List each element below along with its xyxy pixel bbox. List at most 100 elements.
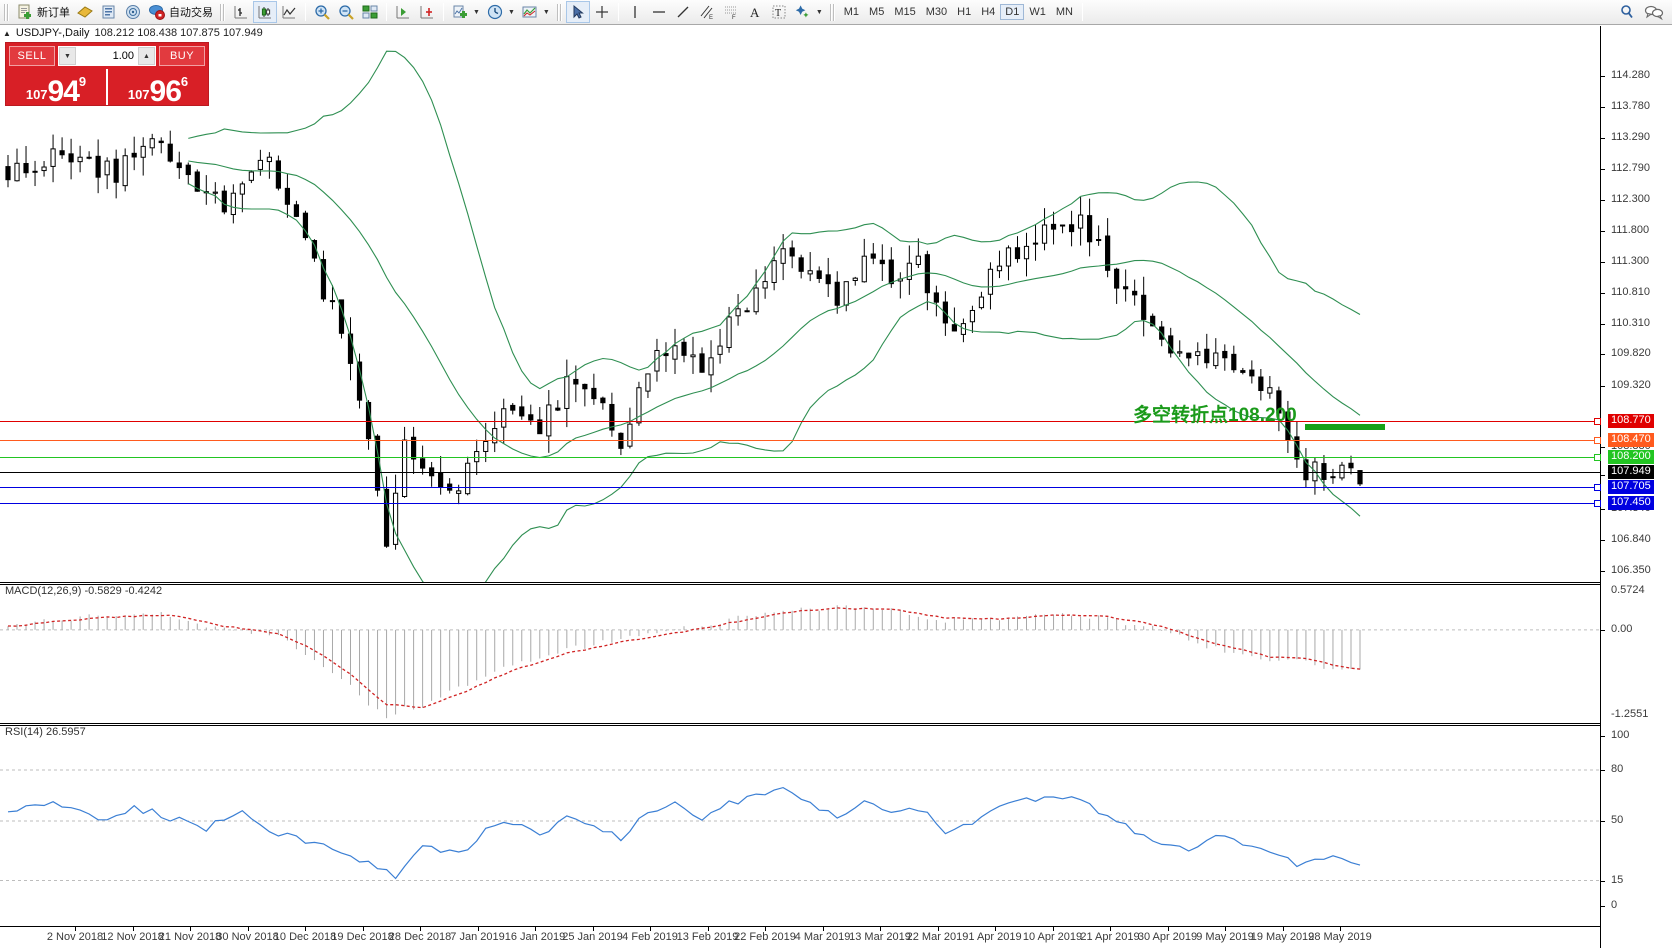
line-chart-button[interactable] — [277, 1, 301, 23]
cursor-tool-button[interactable] — [565, 1, 590, 23]
tab-timeframe-m30[interactable]: M30 — [925, 6, 948, 18]
macd-pane[interactable] — [0, 585, 1600, 723]
volume-decrement-button[interactable]: ▼ — [59, 47, 76, 65]
volume-value[interactable]: 1.00 — [76, 47, 138, 65]
price-chart-pane[interactable] — [0, 27, 1600, 582]
volume-increment-button[interactable]: ▲ — [138, 47, 155, 65]
buy-button[interactable]: BUY — [159, 46, 205, 66]
price-level-handle[interactable] — [1594, 484, 1601, 492]
price-level-handle[interactable] — [1594, 500, 1601, 508]
autotrading-button[interactable]: 自动交易 — [145, 1, 216, 23]
chevron-down-icon[interactable]: ▼ — [815, 8, 823, 16]
date-axis-label: 2 Nov 2018 — [46, 931, 104, 943]
price-level-badge-support[interactable]: 107.450 — [1608, 496, 1654, 511]
zoom-out-button[interactable] — [334, 1, 358, 23]
tab-timeframe-m5[interactable]: M5 — [869, 6, 885, 18]
date-axis-label: 22 Feb 2019 — [734, 931, 796, 943]
price-axis-tick-label: 110.310 — [1611, 316, 1650, 329]
price-axis-tick-label: 112.790 — [1611, 162, 1650, 174]
price-level-line-last-price[interactable] — [0, 472, 1600, 474]
tab-timeframe-m15[interactable]: M15 — [894, 6, 916, 18]
navigator-button[interactable] — [121, 1, 145, 23]
date-axis-tick — [1167, 927, 1169, 931]
price-level-badge-resistance[interactable]: 108.470 — [1608, 432, 1654, 447]
data-window-button[interactable] — [97, 1, 121, 23]
rsi-pane[interactable] — [0, 726, 1600, 922]
new-order-button[interactable]: 新订单 — [13, 1, 73, 23]
period-button[interactable]: ▼ — [483, 1, 518, 23]
zoom-in-button[interactable] — [310, 1, 334, 23]
rsi-axis-tick-label: 80 — [1611, 763, 1624, 775]
sell-price-big-figure: 107 — [25, 87, 48, 102]
equidistant-channel-button[interactable]: E — [695, 1, 719, 23]
sell-price-fraction: 9 — [78, 74, 87, 89]
date-axis-tick — [132, 927, 134, 931]
templates-button[interactable]: ▼ — [518, 1, 553, 23]
tab-timeframe-d1[interactable]: D1 — [1000, 4, 1025, 20]
tab-timeframe-m1[interactable]: M1 — [843, 6, 860, 18]
chat-icon[interactable] — [1644, 3, 1664, 21]
buy-price-display[interactable]: 107 96 6 — [106, 69, 208, 106]
navigator-icon — [124, 3, 142, 21]
rsi-canvas — [0, 769, 1600, 881]
macd-pane-separator — [0, 582, 1672, 585]
one-click-prices: 107 94 9 107 96 6 — [6, 69, 208, 106]
text-label-button[interactable]: T — [767, 1, 791, 23]
vertical-line-button[interactable] — [623, 1, 647, 23]
tile-windows-button[interactable] — [358, 1, 382, 23]
svg-text:A: A — [750, 5, 760, 20]
price-level-line-resistance[interactable] — [0, 420, 1600, 422]
price-chart-canvas — [5, 50, 1363, 582]
price-level-handle[interactable] — [1594, 417, 1601, 425]
sell-button[interactable]: SELL — [9, 46, 55, 66]
add-indicator-button[interactable]: ▼ — [448, 1, 483, 23]
date-axis[interactable]: 2 Nov 2018 12 Nov 2018 21 Nov 2018 30 Nov 2… — [0, 926, 1600, 948]
trendline-button[interactable] — [671, 1, 695, 23]
price-level-handle[interactable] — [1594, 453, 1601, 461]
price-axis-tick-label: 110.810 — [1611, 285, 1650, 298]
price-level-badge-support[interactable]: 107.705 — [1608, 480, 1654, 495]
chevron-down-icon[interactable]: ▼ — [542, 8, 550, 16]
date-axis-label: 1 Apr 2019 — [968, 931, 1022, 943]
fibonacci-button[interactable]: F — [719, 1, 743, 23]
auto-scroll-button[interactable] — [415, 1, 439, 23]
shift-end-button[interactable] — [391, 1, 415, 23]
candlestick-chart-button[interactable] — [253, 1, 277, 23]
date-axis-label: 7 Jan 2019 — [450, 931, 505, 943]
price-level-line-support[interactable] — [0, 487, 1600, 489]
toolbar-grip-2[interactable] — [219, 1, 226, 23]
volume-field[interactable]: ▼ 1.00 ▲ — [58, 46, 156, 66]
macd-label: MACD(12,26,9) -0.5829 -0.4242 — [3, 585, 165, 597]
price-level-line-pivot[interactable] — [0, 456, 1600, 458]
templates-icon — [521, 3, 539, 21]
toolbar-grip-3[interactable] — [555, 1, 563, 23]
toolbar-grip-1[interactable] — [3, 1, 10, 23]
tab-timeframe-w1[interactable]: W1 — [1029, 6, 1046, 18]
chevron-down-icon[interactable]: ▼ — [473, 8, 480, 16]
rsi-axis-tick — [1601, 880, 1605, 882]
tab-timeframe-h4[interactable]: H4 — [981, 6, 996, 18]
search-icon[interactable] — [1618, 3, 1636, 21]
price-level-handle[interactable] — [1594, 436, 1601, 444]
toolbar-divider-2 — [386, 3, 387, 21]
bar-chart-button[interactable] — [229, 1, 253, 23]
price-level-badge-pivot[interactable]: 108.200 — [1608, 449, 1654, 464]
tab-timeframe-mn[interactable]: MN — [1055, 6, 1073, 18]
collapse-triangle-icon[interactable]: ▲ — [3, 28, 11, 38]
terminal-button[interactable] — [73, 1, 97, 23]
toolbar-grip-4[interactable] — [828, 1, 836, 23]
date-axis-label: 13 Feb 2019 — [676, 931, 739, 943]
shapes-button[interactable]: ▼ — [791, 1, 826, 23]
price-level-badge-last-price[interactable]: 107.949 — [1608, 465, 1654, 480]
crosshair-tool-button[interactable] — [590, 1, 614, 23]
text-button[interactable]: A — [743, 1, 767, 23]
tab-timeframe-h1[interactable]: H1 — [957, 6, 972, 18]
horizontal-line-button[interactable] — [647, 1, 671, 23]
price-level-line-resistance[interactable] — [0, 439, 1600, 441]
chevron-down-icon[interactable]: ▼ — [507, 8, 515, 16]
price-level-badge-resistance[interactable]: 108.770 — [1608, 413, 1654, 428]
svg-text:E: E — [709, 15, 713, 21]
sell-price-display[interactable]: 107 94 9 — [6, 69, 106, 106]
price-level-line-support[interactable] — [0, 503, 1600, 505]
price-axis-tick-label: 106.350 — [1611, 564, 1651, 576]
